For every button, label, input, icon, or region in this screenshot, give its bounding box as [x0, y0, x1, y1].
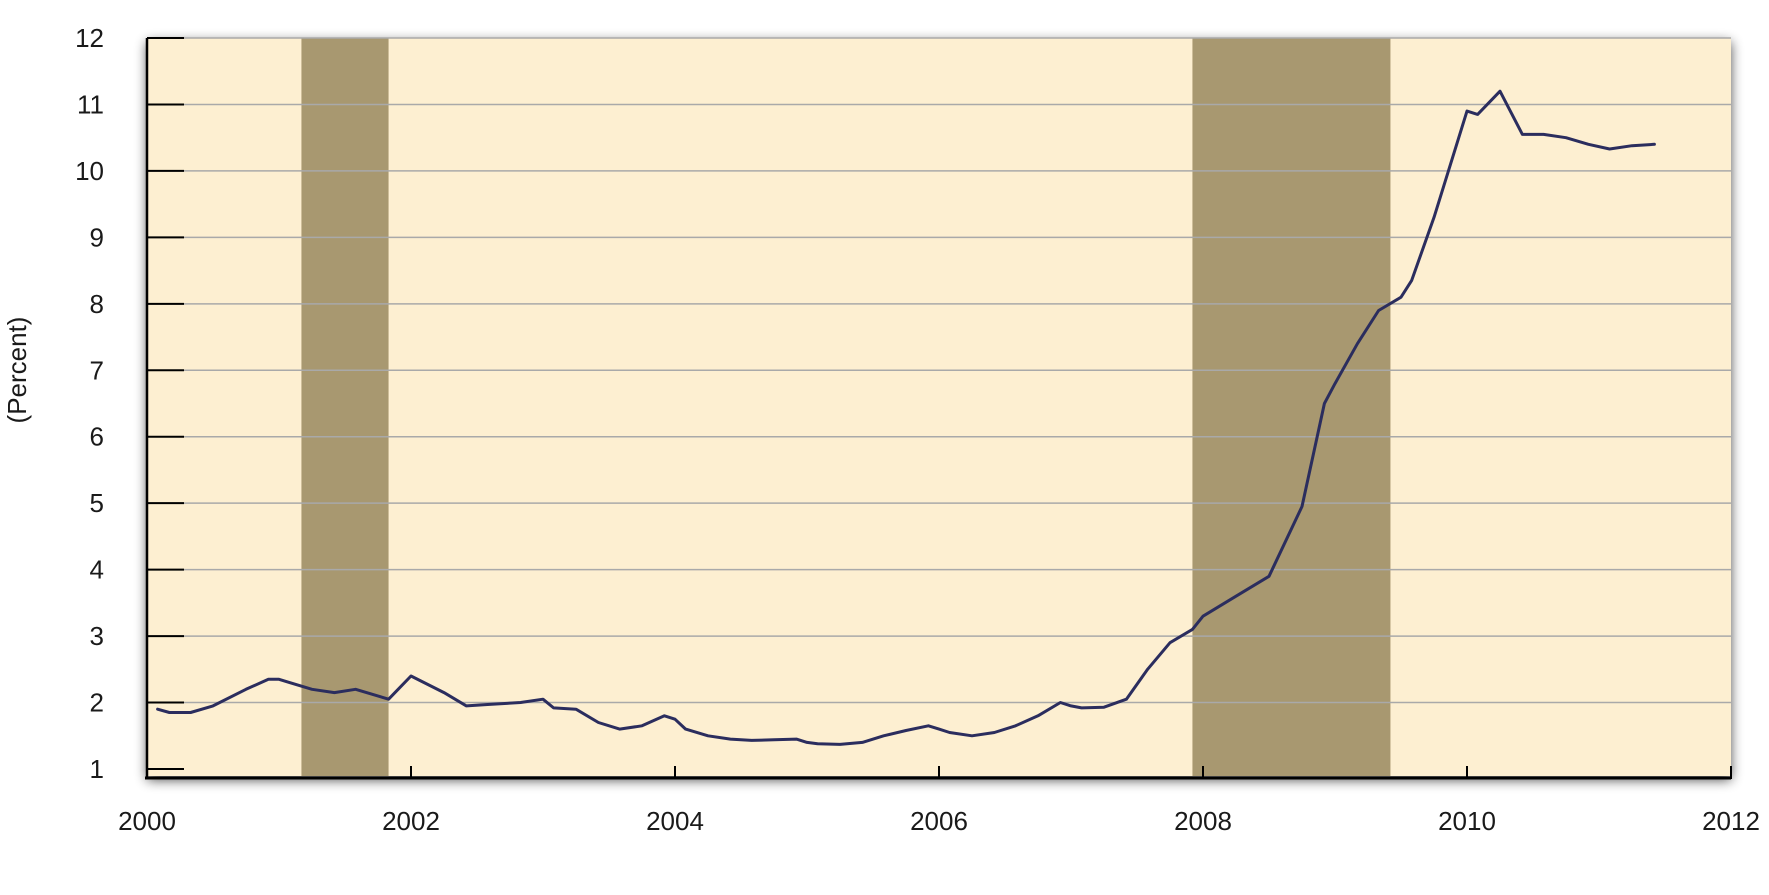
- shaded-period-2: [1192, 38, 1391, 776]
- series-line-1: [156, 89, 1656, 746]
- x-tick-label: 2012: [1702, 806, 1760, 836]
- plot-area: [147, 38, 1731, 776]
- y-tick-label: 6: [90, 422, 104, 452]
- y-tick-label: 3: [90, 621, 104, 651]
- shaded-periods: [301, 38, 1391, 776]
- y-tick-label: 1: [90, 754, 104, 784]
- y-axis-title: (Percent): [2, 317, 32, 424]
- y-tick-label: 2: [90, 688, 104, 718]
- axes: [145, 37, 1732, 780]
- y-tick-label: 10: [75, 156, 104, 186]
- x-tick-label: 2000: [118, 806, 176, 836]
- x-tick-label: 2010: [1438, 806, 1496, 836]
- y-tick-label: 11: [77, 89, 104, 119]
- x-tick-label: 2002: [382, 806, 440, 836]
- y-tick-label: 4: [90, 555, 104, 585]
- y-tick-label: 7: [90, 355, 104, 385]
- series-layer: [156, 89, 1656, 746]
- y-tick-label: 8: [90, 289, 104, 319]
- gridlines: [147, 37, 1731, 704]
- x-tick-label: 2004: [646, 806, 704, 836]
- x-tick-label: 2008: [1174, 806, 1232, 836]
- y-tick-label: 12: [75, 23, 104, 53]
- shaded-period-1: [301, 38, 389, 776]
- y-tick-label: 9: [90, 222, 104, 252]
- y-tick-label: 5: [90, 488, 104, 518]
- x-tick-labels: 2000 2002 2004 2006 2008 2010 2012: [118, 806, 1760, 836]
- x-tick-label: 2006: [910, 806, 968, 836]
